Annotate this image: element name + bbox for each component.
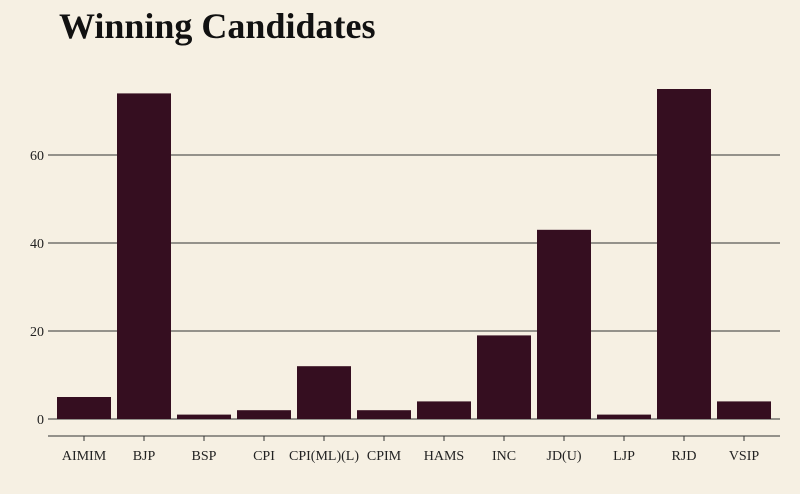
bar-cpi-ml-l[interactable] (297, 366, 351, 419)
bar-aimim[interactable] (57, 397, 111, 419)
x-tick-label: VSIP (729, 449, 760, 464)
x-tick-label: RJD (672, 449, 697, 464)
bar-bsp[interactable] (177, 414, 231, 419)
x-tick-label: BJP (133, 449, 156, 464)
bar-cpi[interactable] (237, 410, 291, 419)
y-tick-label: 0 (37, 413, 44, 428)
x-tick-label: LJP (613, 449, 635, 464)
x-tick-label: CPI(ML)(L) (289, 449, 359, 464)
bar-hams[interactable] (417, 401, 471, 419)
x-tick-label: AIMIM (62, 449, 107, 464)
y-tick-label: 40 (30, 237, 44, 252)
y-tick-label: 20 (30, 325, 44, 340)
bar-cpim[interactable] (357, 410, 411, 419)
x-tick-label: CPIM (367, 449, 402, 464)
chart-title: Winning Candidates (59, 6, 376, 46)
bar-ljp[interactable] (597, 414, 651, 419)
x-tick-label: BSP (192, 449, 217, 464)
bar-vsip[interactable] (717, 401, 771, 419)
bar-inc[interactable] (477, 335, 531, 419)
y-tick-label: 60 (30, 149, 44, 164)
bar-jd-u[interactable] (537, 229, 591, 419)
x-tick-label: JD(U) (547, 449, 582, 464)
x-tick-label: CPI (253, 449, 275, 464)
bar-rjd[interactable] (657, 89, 711, 419)
bar-bjp[interactable] (117, 93, 171, 420)
x-tick-label: HAMS (424, 449, 464, 464)
x-tick-label: INC (492, 449, 516, 464)
